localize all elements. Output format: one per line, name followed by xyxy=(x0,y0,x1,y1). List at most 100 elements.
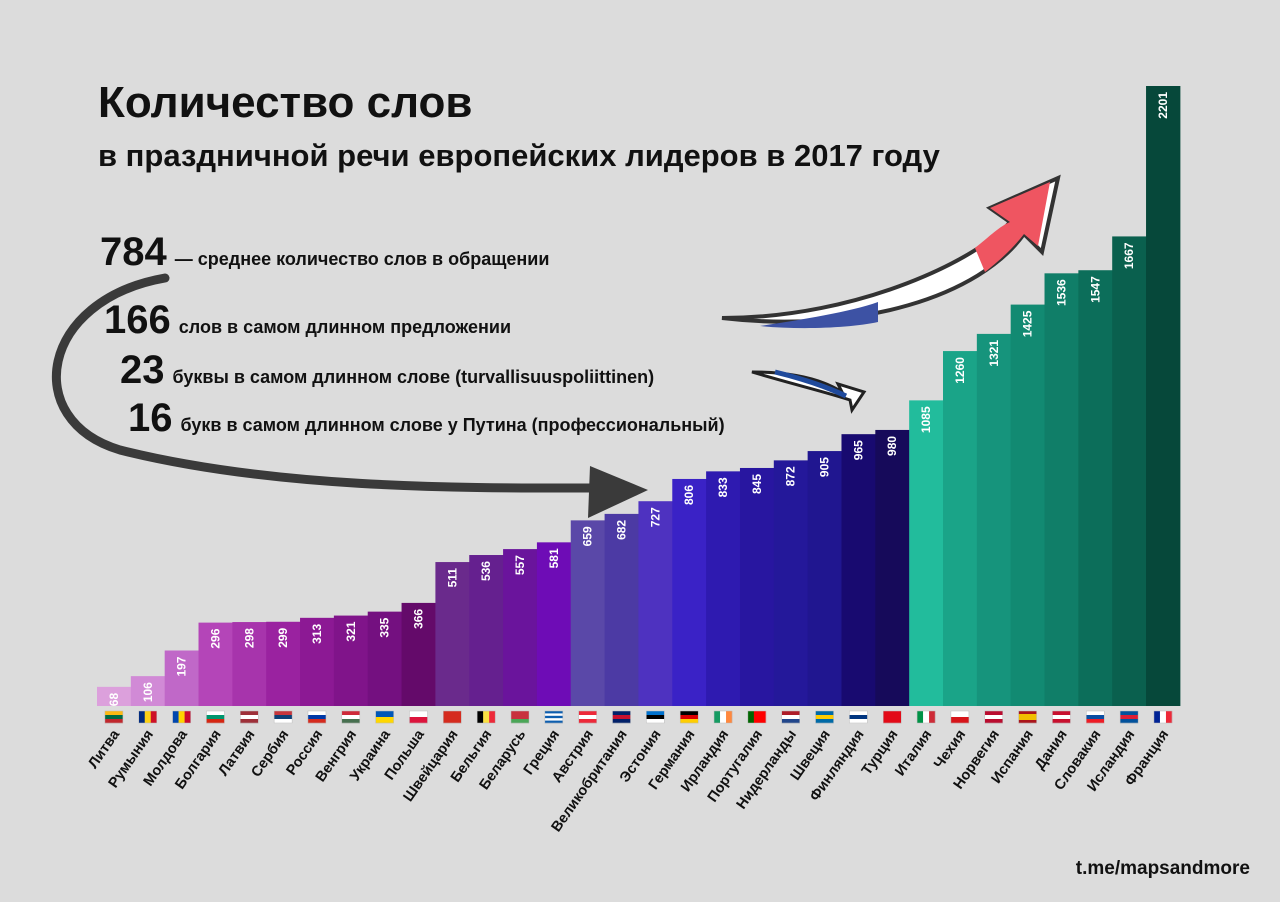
country-flag-icon xyxy=(510,710,530,724)
country-flag-icon xyxy=(882,710,902,724)
bar-value-label: 321 xyxy=(344,621,358,641)
bar xyxy=(706,471,741,706)
country-flag-icon xyxy=(476,710,496,724)
bar-value-label: 659 xyxy=(581,526,595,546)
bar-value-label: 536 xyxy=(479,561,493,581)
bar xyxy=(164,650,200,706)
tricolor-arrow-blue xyxy=(760,302,878,329)
bar xyxy=(570,520,606,706)
bar-value-label: 833 xyxy=(716,477,730,497)
country-flag-icon xyxy=(1153,710,1173,724)
bar xyxy=(97,686,132,706)
bar xyxy=(638,501,673,706)
bar-value-label: 905 xyxy=(818,457,832,477)
bar-value-label: 1260 xyxy=(953,357,967,384)
bar-value-label: 2201 xyxy=(1156,92,1170,119)
bar-value-label: 727 xyxy=(648,507,662,527)
bar-value-label: 845 xyxy=(750,474,764,494)
bar-value-label: 980 xyxy=(885,436,899,456)
fact-number: 23 xyxy=(120,348,165,392)
tricolor-arrow-red xyxy=(975,182,1050,272)
country-flag-icon xyxy=(815,710,834,724)
bar xyxy=(198,622,233,706)
country-flag-icon xyxy=(307,710,327,724)
curved-arrow xyxy=(51,273,605,493)
bar xyxy=(232,622,267,706)
curved-arrow-head xyxy=(588,466,648,518)
bar xyxy=(909,400,944,706)
bar xyxy=(130,676,166,706)
bar-value-label: 965 xyxy=(851,440,865,460)
bar-value-label: 872 xyxy=(784,466,798,486)
bar xyxy=(536,542,572,706)
country-flag-icon xyxy=(713,710,733,724)
bar xyxy=(367,611,403,706)
country-flag-icon xyxy=(1086,710,1105,724)
bar xyxy=(604,513,639,706)
bar-value-label: 806 xyxy=(682,485,696,505)
bar xyxy=(1146,86,1181,706)
country-flag-icon xyxy=(375,710,394,724)
fact-number: 784 xyxy=(100,230,167,274)
country-flag-icon xyxy=(341,710,361,724)
bar xyxy=(672,478,707,706)
finnish-arrow-cross xyxy=(774,369,848,399)
fact-longest-word: 23 буквы в самом длинном слове (turvallis… xyxy=(120,348,654,393)
page-title: Количество слов xyxy=(98,78,473,127)
bar xyxy=(300,617,335,706)
bar-value-label: 68 xyxy=(107,693,121,707)
bar xyxy=(773,460,809,706)
fact-longest-sentence: 166 слов в самом длинном предложении xyxy=(104,298,511,343)
bar xyxy=(333,615,369,706)
country-flag-icon xyxy=(443,710,462,724)
bar-value-label: 1321 xyxy=(987,340,1001,367)
country-flag-icon xyxy=(1052,710,1071,724)
bar-value-label: 581 xyxy=(547,548,561,568)
country-flag-icon xyxy=(916,710,936,724)
fact-text: букв в самом длинном слове у Путина (про… xyxy=(180,415,725,435)
fact-text: буквы в самом длинном слове (turvallisuu… xyxy=(172,367,655,387)
bar-value-label: 313 xyxy=(310,624,324,644)
bar xyxy=(1044,273,1079,706)
bar-value-label: 682 xyxy=(615,520,629,540)
country-flag-icon xyxy=(172,710,191,724)
bar-value-label: 1536 xyxy=(1054,279,1068,306)
bar-value-label: 335 xyxy=(378,617,392,637)
bar xyxy=(841,434,876,706)
bar-value-label: 1425 xyxy=(1021,310,1035,337)
bar-value-label: 299 xyxy=(276,627,290,647)
country-flag-icon xyxy=(950,710,970,724)
fact-average-words: 784 — среднее количество слов в обращении xyxy=(100,230,549,275)
country-flag-icon xyxy=(206,710,225,724)
page-subtitle: в праздничной речи европейских лидеров в… xyxy=(98,138,940,173)
fact-text: слов в самом длинном предложении xyxy=(178,317,512,337)
country-flag-icon xyxy=(1018,710,1037,724)
bar xyxy=(875,429,910,706)
bar xyxy=(976,333,1012,706)
fact-text: — среднее количество слов в обращении xyxy=(174,249,550,269)
country-flag-icon xyxy=(1119,710,1139,724)
bar xyxy=(401,602,436,706)
country-flag-icon xyxy=(984,710,1004,724)
bar xyxy=(943,351,978,706)
country-flag-icon xyxy=(747,710,767,724)
source-credit: t.me/mapsandmore xyxy=(1075,858,1250,879)
country-flag-icon xyxy=(273,710,293,724)
bar xyxy=(266,621,301,706)
fact-number: 166 xyxy=(104,298,171,342)
bar xyxy=(1112,236,1147,706)
country-flag-icon xyxy=(679,710,699,724)
bar xyxy=(1078,270,1113,706)
finnish-arrow xyxy=(751,370,867,414)
country-flag-icon xyxy=(646,710,665,724)
bar-value-label: 296 xyxy=(208,628,222,648)
bar-value-label: 1085 xyxy=(919,406,933,433)
country-flag-icon xyxy=(240,710,259,724)
bar-value-label: 1667 xyxy=(1122,242,1136,269)
bar-value-label: 557 xyxy=(513,555,527,575)
bar-value-label: 197 xyxy=(175,656,189,676)
bar xyxy=(807,451,842,706)
fact-number: 16 xyxy=(128,396,173,440)
bar-value-label: 511 xyxy=(445,568,459,588)
bar-value-label: 1547 xyxy=(1088,276,1102,303)
